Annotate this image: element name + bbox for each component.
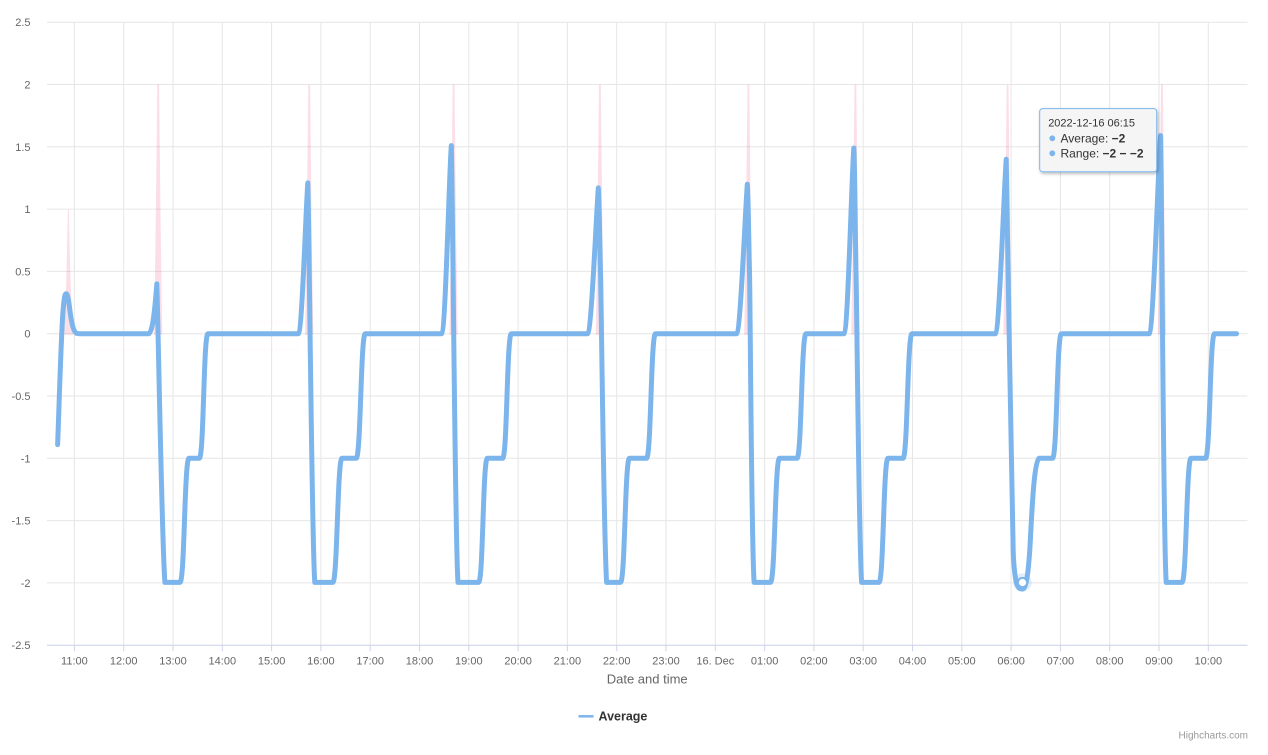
svg-text:0: 0	[24, 329, 30, 341]
svg-text:08:00: 08:00	[1096, 656, 1124, 668]
svg-text:17:00: 17:00	[356, 656, 384, 668]
svg-text:20:00: 20:00	[504, 656, 532, 668]
svg-text:-2: -2	[21, 578, 31, 590]
svg-text:-2.5: -2.5	[12, 640, 31, 652]
svg-text:16. Dec: 16. Dec	[696, 656, 734, 668]
svg-text:-1: -1	[21, 453, 31, 465]
svg-text:11:00: 11:00	[61, 656, 88, 668]
svg-text:2: 2	[24, 80, 30, 92]
svg-text:05:00: 05:00	[948, 656, 976, 668]
svg-text:1.5: 1.5	[15, 142, 30, 154]
svg-text:01:00: 01:00	[751, 656, 779, 668]
svg-text:06:00: 06:00	[997, 656, 1025, 668]
svg-text:2022-12-16 06:15: 2022-12-16 06:15	[1048, 118, 1135, 130]
svg-text:Date and time: Date and time	[607, 672, 688, 687]
svg-text:22:00: 22:00	[603, 656, 631, 668]
svg-text:Range: −2 − −2: Range: −2 − −2	[1061, 147, 1144, 161]
svg-text:12:00: 12:00	[110, 656, 138, 668]
svg-text:18:00: 18:00	[406, 656, 434, 668]
svg-text:Average: −2: Average: −2	[1061, 132, 1126, 146]
svg-text:2.5: 2.5	[15, 17, 30, 29]
svg-text:23:00: 23:00	[652, 656, 680, 668]
svg-text:19:00: 19:00	[455, 656, 483, 668]
svg-text:10:00: 10:00	[1195, 656, 1223, 668]
svg-text:Highcharts.com: Highcharts.com	[1179, 731, 1248, 742]
svg-text:09:00: 09:00	[1145, 656, 1173, 668]
svg-text:16:00: 16:00	[307, 656, 335, 668]
svg-text:21:00: 21:00	[554, 656, 582, 668]
svg-text:03:00: 03:00	[849, 656, 877, 668]
svg-text:04:00: 04:00	[899, 656, 927, 668]
svg-text:13:00: 13:00	[159, 656, 187, 668]
svg-text:Average: Average	[599, 710, 648, 724]
svg-text:15:00: 15:00	[258, 656, 286, 668]
svg-text:02:00: 02:00	[800, 656, 828, 668]
svg-text:14:00: 14:00	[209, 656, 237, 668]
svg-text:1: 1	[24, 204, 30, 216]
svg-text:0.5: 0.5	[15, 266, 30, 278]
svg-text:-1.5: -1.5	[12, 516, 31, 528]
svg-text:-0.5: -0.5	[12, 391, 31, 403]
svg-text:07:00: 07:00	[1047, 656, 1075, 668]
